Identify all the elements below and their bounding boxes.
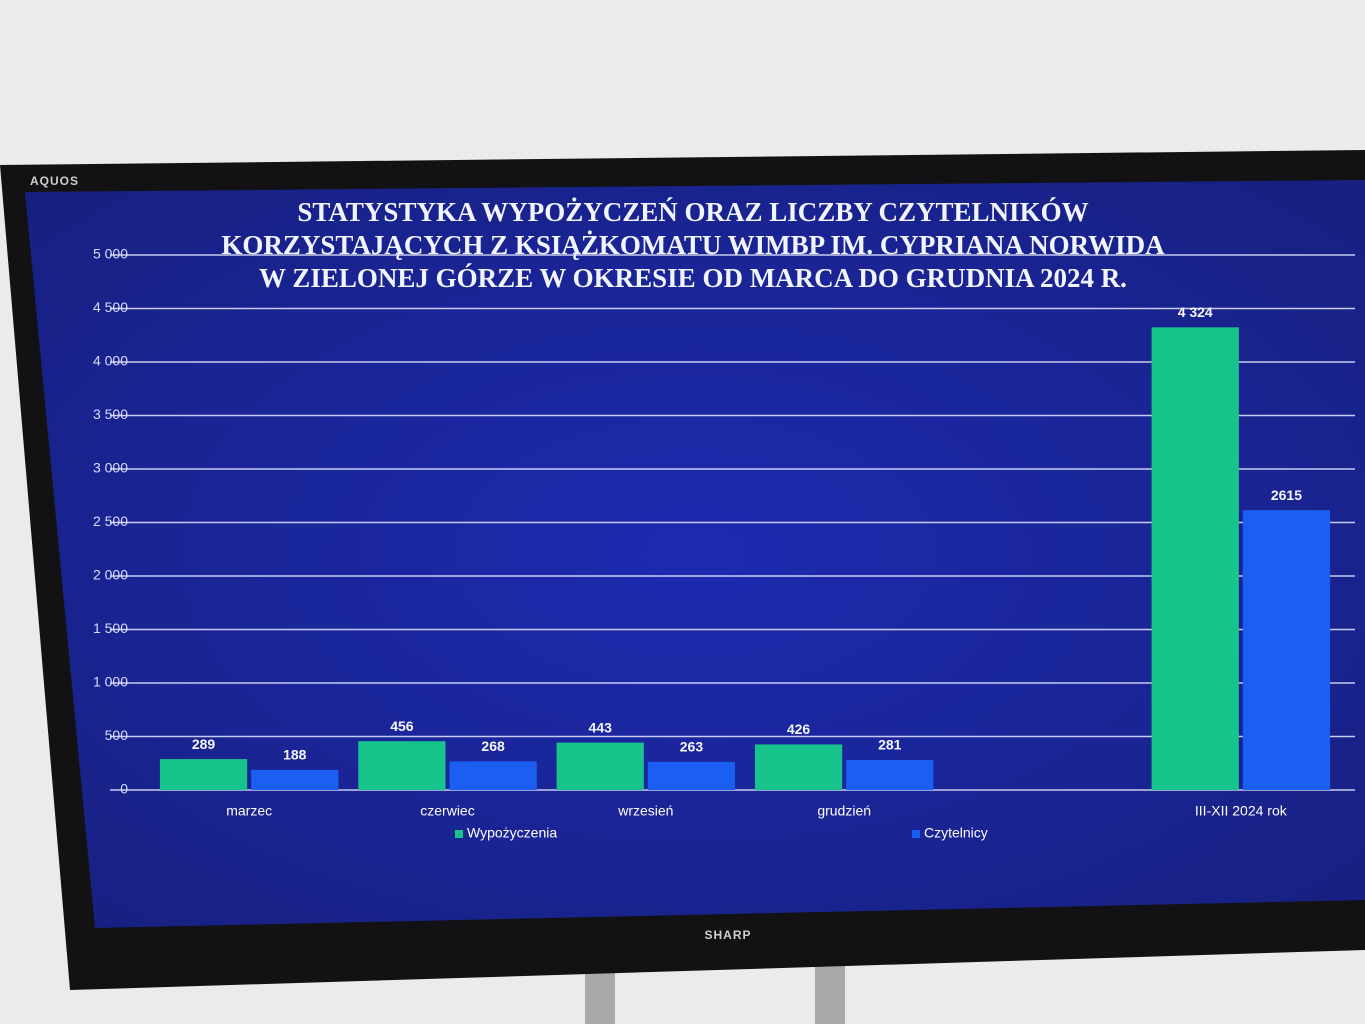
value-label: 289: [192, 736, 216, 752]
bar: [846, 759, 934, 790]
brand-label: AQUOS: [30, 174, 79, 188]
y-tick-label: 4 500: [93, 299, 128, 315]
chart-title: W ZIELONEJ GÓRZE W OKRESIE OD MARCA DO G…: [259, 263, 1127, 293]
bar: [449, 761, 537, 790]
y-tick-label: 3 500: [93, 406, 128, 422]
y-tick-label: 500: [105, 727, 129, 743]
x-tick-label: czerwiec: [420, 803, 474, 819]
chart: STATYSTYKA WYPOŻYCZEŃ ORAZ LICZBY CZYTEL…: [93, 197, 1355, 841]
tv-screen: [25, 180, 1365, 928]
y-tick-label: 4 000: [93, 353, 128, 369]
value-label: 263: [680, 739, 704, 755]
bar: [1151, 327, 1239, 790]
bar: [556, 742, 644, 790]
value-label: 268: [481, 738, 505, 754]
y-tick-label: 5 000: [93, 246, 128, 262]
y-tick-label: 2 000: [93, 567, 128, 583]
bar: [159, 759, 248, 790]
value-label: 2615: [1271, 487, 1302, 503]
bar: [754, 744, 843, 790]
y-tick-label: 0: [120, 781, 128, 797]
value-label: 426: [787, 721, 811, 737]
legend-swatch: [912, 830, 920, 838]
y-tick-label: 1 000: [93, 674, 128, 690]
bar: [358, 741, 446, 790]
bar: [647, 761, 736, 790]
value-label: 443: [589, 719, 613, 735]
x-tick-label: III-XII 2024 rok: [1195, 803, 1288, 819]
x-tick-label: marzec: [226, 803, 272, 819]
brand-label: SHARP: [704, 928, 751, 942]
legend-label: Czytelnicy: [924, 825, 988, 841]
legend-swatch: [455, 830, 463, 838]
legend-label: Wypożyczenia: [467, 825, 557, 841]
y-tick-label: 3 000: [93, 460, 128, 476]
y-tick-label: 2 500: [93, 513, 128, 529]
x-tick-label: wrzesień: [617, 803, 673, 819]
y-tick-label: 1 500: [93, 620, 128, 636]
value-label: 281: [878, 737, 902, 753]
value-label: 456: [390, 718, 414, 734]
bar: [251, 769, 339, 790]
x-tick-label: grudzień: [817, 803, 871, 819]
stand-leg: [815, 960, 845, 1024]
bar: [1242, 510, 1331, 790]
chart-title: STATYSTYKA WYPOŻYCZEŃ ORAZ LICZBY CZYTEL…: [297, 197, 1088, 227]
value-label: 188: [283, 747, 307, 763]
value-label: 4 324: [1178, 304, 1213, 320]
